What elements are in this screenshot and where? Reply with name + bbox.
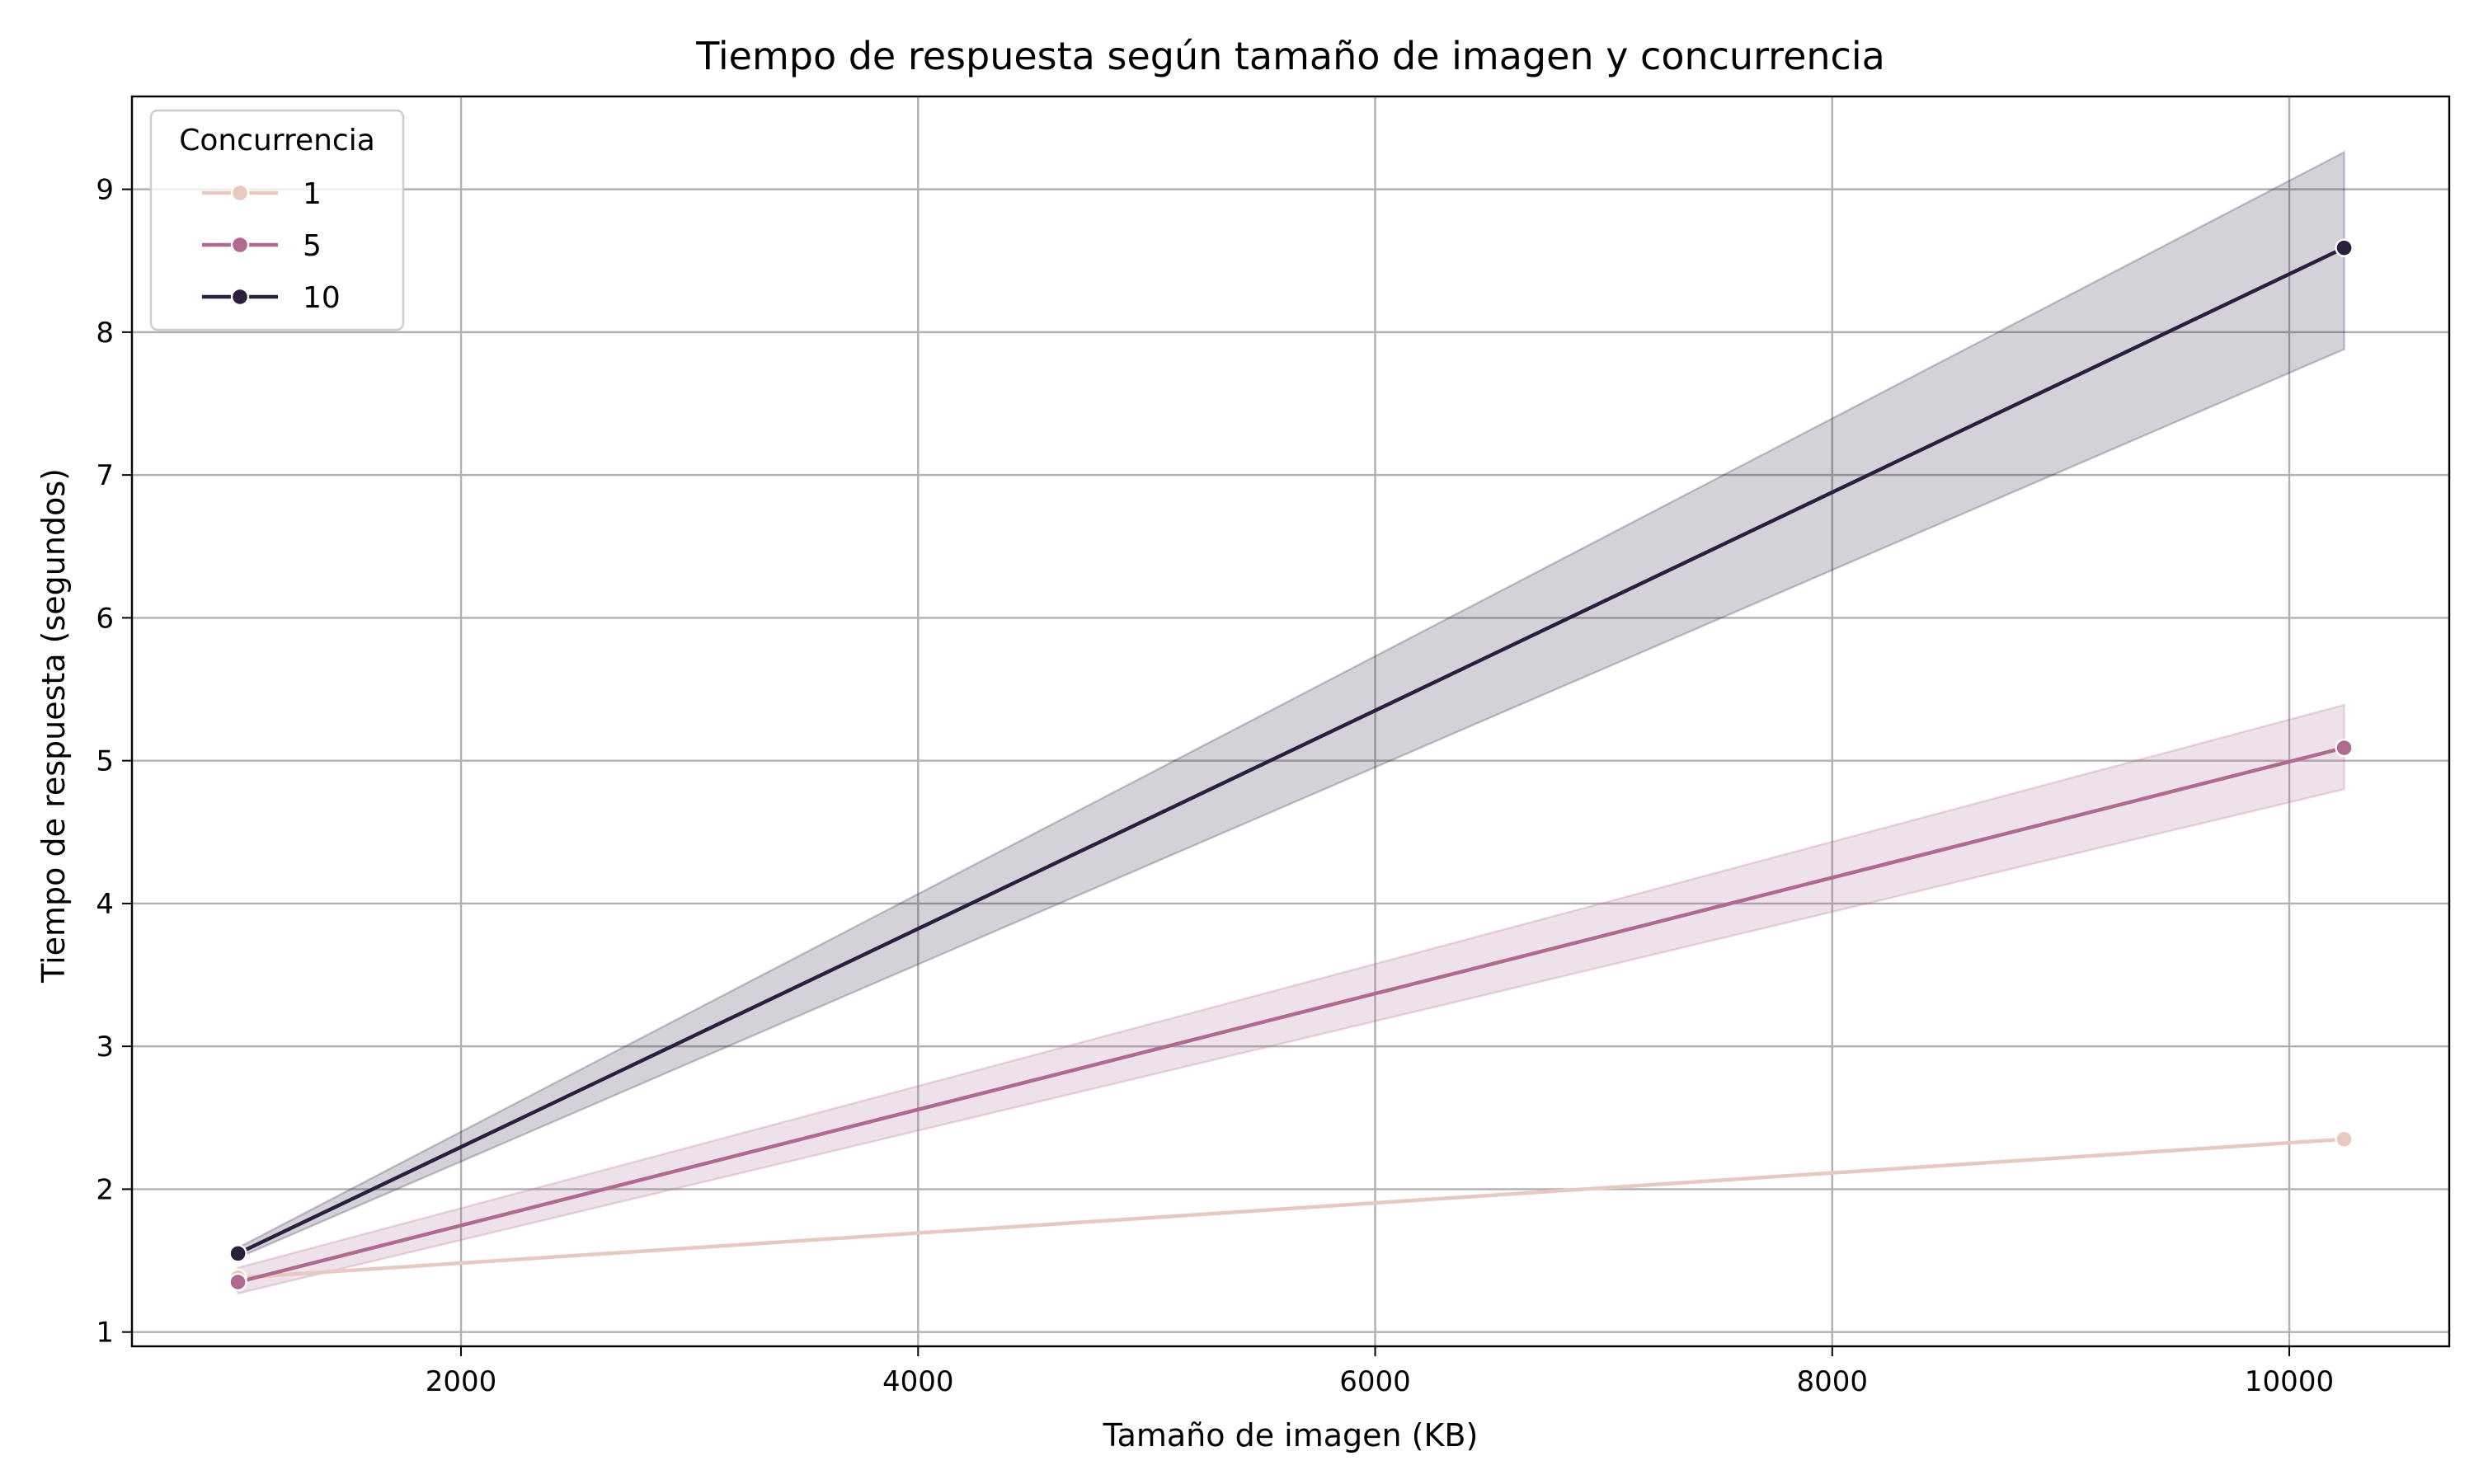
y-axis-label: Tiempo de respuesta (segundos) [35,468,72,984]
y-tick-label: 9 [96,174,114,207]
y-tick-label: 1 [96,1317,114,1350]
grid [132,96,2449,1346]
y-tick-label: 8 [96,317,114,350]
confidence-bands [237,150,2345,1295]
x-tick-label: 4000 [882,1365,954,1398]
x-tick-label: 8000 [1797,1365,1869,1398]
legend-title: Concurrencia [179,124,375,157]
y-tick-label: 3 [96,1031,114,1064]
series-lines [237,246,2345,1284]
series-line-5 [238,745,2345,1284]
series-line-1 [238,1137,2345,1280]
x-tick-label: 10000 [2245,1365,2334,1398]
data-point-10 [2335,238,2354,257]
chart-title: Tiempo de respuesta según tamaño de imag… [695,34,1885,78]
x-tick-label: 6000 [1339,1365,1411,1398]
legend-marker-5 [230,235,250,255]
legend-label-10: 10 [303,281,341,315]
data-point-1 [2335,1129,2354,1148]
y-tick-label: 6 [96,602,114,635]
series-line-10 [237,246,2345,1256]
x-axis-ticks: 2000 4000 6000 8000 10000 [426,1346,2334,1398]
series-points [228,238,2354,1292]
x-tick-label: 2000 [426,1365,497,1398]
plot-frame [130,95,2451,1348]
legend-box [149,109,405,331]
y-tick-label: 4 [96,888,114,921]
y-axis-ticks: 1 2 3 4 5 6 7 8 9 [96,174,132,1350]
legend-marker-1 [230,183,250,203]
data-point-5 [228,1272,247,1292]
legend-label-1: 1 [303,177,322,211]
data-point-5 [2335,738,2354,758]
legend-marker-10 [230,287,250,307]
x-axis-label: Tamaño de imagen (KB) [1103,1417,1479,1453]
data-point-10 [228,1244,247,1263]
y-tick-label: 2 [96,1173,114,1206]
y-tick-label: 5 [96,745,114,778]
y-tick-label: 7 [96,459,114,492]
legend-label-5: 5 [303,229,322,263]
